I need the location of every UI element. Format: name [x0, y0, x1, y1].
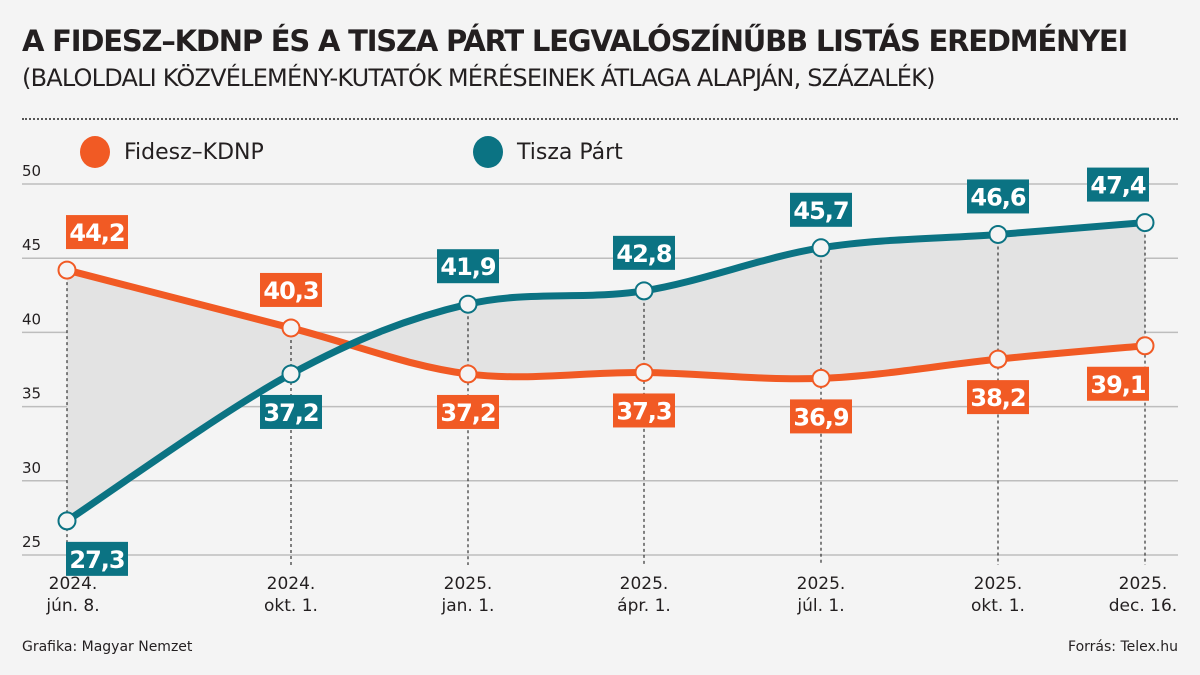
data-label-box — [967, 179, 1029, 214]
source: Forrás: Telex.hu — [1068, 639, 1178, 655]
legend-label: Fidesz–KDNP — [124, 139, 264, 165]
y-tick-label: 30 — [22, 459, 41, 477]
data-label: 38,2 — [970, 384, 1025, 412]
x-tick-label: dec. 16. — [1109, 596, 1177, 616]
legend-item-fidesz: Fidesz–KDNP — [80, 136, 264, 168]
data-point-fidesz — [634, 362, 654, 382]
data-label-box — [437, 394, 499, 429]
x-tick-label: 2025. — [444, 574, 493, 594]
data-label: 41,9 — [440, 253, 496, 281]
data-label-box — [66, 541, 128, 576]
data-label-box — [260, 394, 322, 429]
data-label-box — [260, 272, 322, 307]
data-label-box — [66, 215, 128, 250]
data-point-tisza — [281, 364, 301, 384]
y-tick-label: 45 — [22, 236, 41, 254]
y-tick-label: 25 — [22, 533, 41, 551]
data-label: 39,1 — [1090, 371, 1146, 399]
y-tick-label: 35 — [22, 385, 41, 403]
x-tick-label: 2025. — [797, 574, 846, 594]
data-label: 37,3 — [616, 397, 671, 425]
x-tick-label: 2024. — [49, 574, 98, 594]
data-point-tisza — [1135, 213, 1155, 233]
data-label: 46,6 — [970, 183, 1026, 211]
data-label-box — [790, 192, 852, 227]
data-label: 42,8 — [616, 240, 672, 268]
data-label-box — [967, 380, 1029, 415]
data-point-fidesz — [57, 260, 77, 280]
data-label-tisza: 47,4 — [1087, 167, 1149, 202]
data-point-fidesz — [1135, 336, 1155, 356]
data-point-fidesz — [458, 364, 478, 384]
data-label: 40,3 — [263, 277, 318, 305]
data-label-box — [613, 235, 675, 270]
x-tick-label: ápr. 1. — [617, 596, 671, 616]
legend-swatch-tisza — [473, 136, 503, 168]
x-tick-label: 2024. — [267, 574, 316, 594]
data-point-tisza — [458, 294, 478, 314]
data-label-box — [437, 249, 499, 284]
x-tick-label: 2025. — [1119, 574, 1168, 594]
data-label-box — [1087, 167, 1149, 202]
x-tick-label: jan. 1. — [441, 596, 495, 616]
data-label-tisza: 42,8 — [613, 235, 675, 270]
data-label-box — [613, 393, 675, 428]
data-label-tisza: 41,9 — [437, 249, 499, 284]
data-label-box — [790, 399, 852, 434]
data-label: 27,3 — [69, 546, 124, 574]
legend-label: Tisza Párt — [517, 139, 623, 165]
data-label: 37,2 — [263, 399, 318, 427]
data-label: 45,7 — [793, 197, 848, 225]
data-point-tisza — [57, 511, 77, 531]
chart-title: A FIDESZ–KDNP ÉS A TISZA PÁRT LEGVALÓSZÍ… — [22, 24, 1128, 58]
data-label-fidesz: 39,1 — [1087, 366, 1149, 401]
data-point-fidesz — [988, 349, 1008, 369]
data-label-tisza: 46,6 — [967, 179, 1029, 214]
x-tick-label: okt. 1. — [971, 596, 1025, 616]
chart-subtitle: (BALOLDALI KÖZVÉLEMÉNY-KUTATÓK MÉRÉSEINE… — [22, 64, 935, 92]
data-point-tisza — [988, 224, 1008, 244]
y-tick-label: 40 — [22, 310, 41, 328]
x-tick-label: 2025. — [620, 574, 669, 594]
divider — [22, 118, 1178, 120]
x-tick-label: júl. 1. — [796, 596, 844, 616]
data-point-fidesz — [281, 318, 301, 338]
data-point-tisza — [811, 238, 831, 258]
data-label: 37,2 — [440, 399, 495, 427]
x-tick-label: jún. 8. — [45, 596, 99, 616]
legend-swatch-fidesz — [80, 136, 110, 168]
data-label-tisza: 37,2 — [260, 394, 322, 429]
data-label-fidesz: 36,9 — [790, 399, 852, 434]
data-point-fidesz — [811, 368, 831, 388]
x-tick-label: okt. 1. — [264, 596, 318, 616]
data-label-box — [1087, 366, 1149, 401]
data-label-tisza: 45,7 — [790, 192, 852, 227]
data-label-tisza: 27,3 — [66, 541, 128, 576]
data-label-fidesz: 44,2 — [66, 215, 128, 250]
data-label: 36,9 — [793, 403, 849, 431]
x-tick-label: 2025. — [974, 574, 1023, 594]
data-label-fidesz: 37,3 — [613, 393, 675, 428]
legend-item-tisza: Tisza Párt — [473, 136, 623, 168]
data-label: 47,4 — [1090, 172, 1146, 200]
data-label-fidesz: 40,3 — [260, 272, 322, 307]
y-tick-label: 50 — [22, 162, 41, 180]
data-label-fidesz: 37,2 — [437, 394, 499, 429]
data-label-fidesz: 38,2 — [967, 380, 1029, 415]
data-label: 44,2 — [69, 219, 124, 247]
credit: Grafika: Magyar Nemzet — [22, 639, 193, 655]
data-point-tisza — [634, 281, 654, 301]
